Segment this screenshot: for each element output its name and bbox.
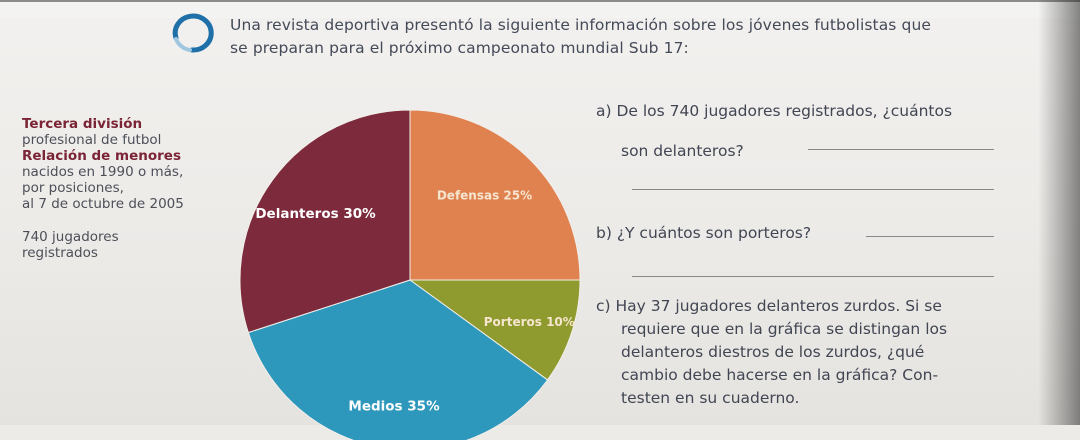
question-b-line-1: b) ¿Y cuántos son porteros?: [596, 224, 812, 242]
intro-line-2: se preparan para el próximo campeonato m…: [230, 39, 689, 57]
question-c-line-4: cambio debe hacerse en la gráfica? Con-: [621, 366, 939, 384]
pie-slice-defensas: [409, 110, 581, 281]
question-a-line-1: a) De los 740 jugadores registrados, ¿cu…: [596, 102, 953, 120]
info-line-7: 740 jugadores: [22, 229, 119, 245]
info-line-3: Relación de menores: [22, 148, 181, 164]
question-c-line-2: requiere que en la gráfica se distingan …: [621, 320, 948, 338]
activity-circle-icon: [172, 13, 214, 53]
pie-label-defensas: Defensas 25%: [437, 189, 532, 203]
answer-line-a-1[interactable]: [808, 149, 994, 150]
chart-info-block: Tercera división profesional de futbol R…: [22, 116, 262, 261]
pie-slice-delanteros: [239, 110, 411, 334]
pie-label-porteros: Porteros 10%: [484, 315, 575, 329]
intro-text: Una revista deportiva presentó la siguie…: [230, 14, 1030, 60]
info-line-1: Tercera división: [22, 116, 143, 132]
answer-line-b-2[interactable]: [632, 276, 994, 277]
question-b: b) ¿Y cuántos son porteros?: [596, 222, 1026, 245]
top-divider: [0, 0, 1080, 18]
pie-slice-medios: [247, 279, 549, 440]
question-c-line-5: testen en su cuaderno.: [621, 389, 800, 407]
question-c: c) Hay 37 jugadores delanteros zurdos. S…: [596, 295, 1026, 410]
question-c-line-1: c) Hay 37 jugadores delanteros zurdos. S…: [596, 297, 942, 315]
page-edge-shadow: [1038, 0, 1080, 425]
pie-label-delanteros: Delanteros 30%: [255, 206, 376, 222]
info-line-6: al 7 de octubre de 2005: [22, 196, 184, 212]
question-a: a) De los 740 jugadores registrados, ¿cu…: [596, 100, 1026, 163]
info-spacer: [22, 212, 262, 229]
answer-line-a-2[interactable]: [632, 189, 994, 190]
info-line-2: profesional de futbol: [22, 132, 162, 148]
pie-label-medios: Medios 35%: [348, 399, 440, 415]
question-c-line-3: delanteros diestros de los zurdos, ¿qué: [621, 343, 925, 361]
pie-slice-porteros: [408, 279, 581, 381]
question-a-line-2: son delanteros?: [621, 142, 744, 160]
info-line-8: registrados: [22, 245, 98, 261]
info-line-4: nacidos en 1990 o más,: [22, 164, 184, 180]
pie-chart: Defensas 25% Porteros 10% Medios 35% Delant…: [239, 110, 581, 440]
info-line-5: por posiciones,: [22, 180, 124, 196]
intro-line-1: Una revista deportiva presentó la siguie…: [230, 16, 932, 34]
answer-line-b-1[interactable]: [866, 236, 994, 237]
